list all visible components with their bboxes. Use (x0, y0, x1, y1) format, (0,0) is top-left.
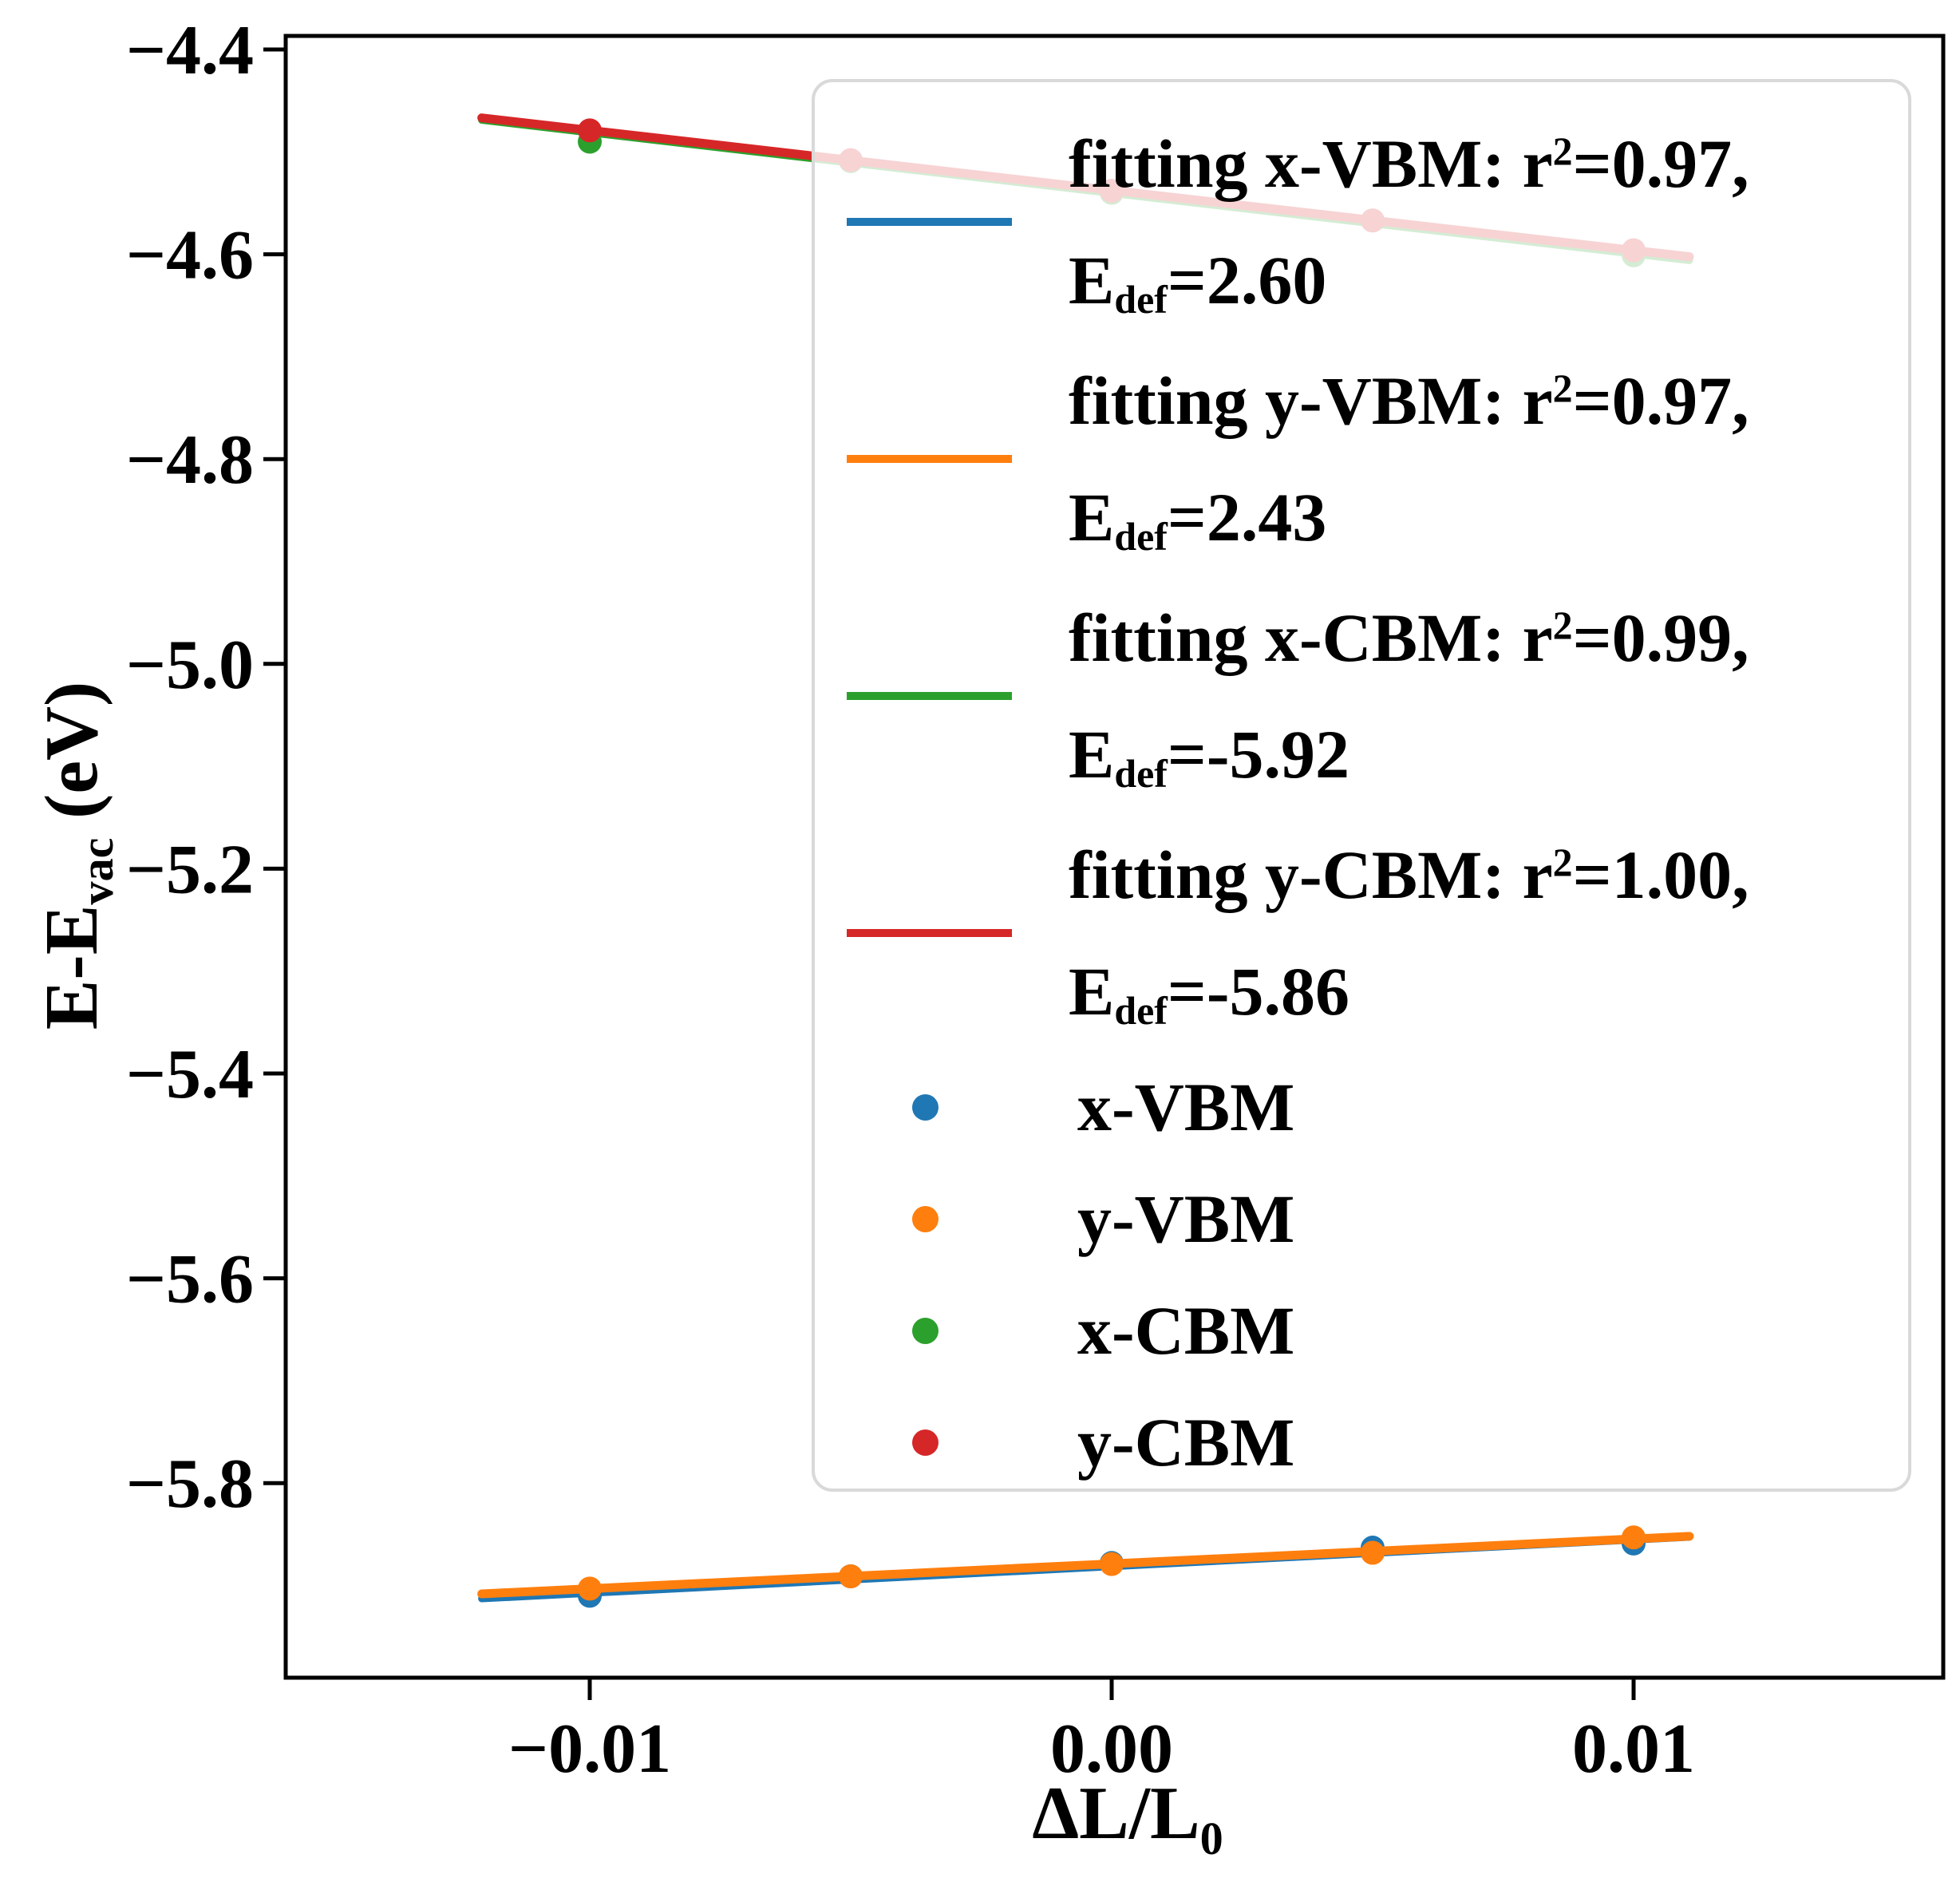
legend-entry-label: fitting x-CBM: r2=0.99, Edef=-5.92 (1069, 579, 1749, 813)
legend-entry-line2: Edef=2.43 (1069, 478, 1327, 559)
data-point-y-VBM (1360, 1540, 1385, 1565)
legend-marker-label: y-CBM (1077, 1404, 1295, 1481)
legend-entry-line1: fitting x-CBM: r2=0.99, (1069, 599, 1749, 676)
axes-spines (283, 34, 1946, 1680)
legend-entry-label: fitting y-VBM: r2=0.97, Edef=2.43 (1069, 342, 1749, 575)
legend-entry-label: fitting y-CBM: r2=1.00, Edef=-5.86 (1069, 816, 1749, 1050)
y-tick-label: −5.6 (126, 1241, 254, 1319)
x-axis-label: ΔL/L0 (1032, 1770, 1223, 1861)
y-axis-label-unit: (eV) (30, 681, 113, 838)
legend-marker-dot (912, 1429, 939, 1456)
data-point-y-VBM (578, 1576, 603, 1601)
y-axis-label-main: E-E (30, 904, 113, 1030)
y-tick-label: −4.6 (126, 217, 254, 295)
data-point-y-VBM (1100, 1552, 1124, 1576)
y-tick-label: −4.4 (126, 12, 254, 89)
legend-marker-dot (912, 1093, 939, 1121)
legend-entry-fitting-x-CBM: fitting x-CBM: r2=0.99, Edef=-5.92 (847, 577, 1892, 814)
legend-line-sample (847, 217, 1012, 226)
legend-line-sample (847, 928, 1012, 937)
legend-entry-line1: fitting y-CBM: r2=1.00, (1069, 836, 1749, 913)
y-tick-label: −5.2 (126, 831, 254, 908)
legend-entry-y-CBM: y-CBM (847, 1386, 1892, 1498)
legend-entry-fitting-y-CBM: fitting y-CBM: r2=1.00, Edef=-5.86 (847, 814, 1892, 1051)
data-point-y-VBM (839, 1564, 863, 1588)
legend-marker-label: x-VBM (1077, 1069, 1295, 1145)
legend-entry-line2: Edef=-5.92 (1069, 715, 1350, 796)
legend-entry-line1: fitting x-VBM: r2=0.97, (1069, 125, 1749, 202)
legend: fitting x-VBM: r2=0.97, Edef=2.60 fitting … (812, 79, 1911, 1492)
x-tick-label: 0.00 (1050, 1710, 1173, 1788)
y-tick-label: −5.0 (126, 627, 254, 704)
x-axis-label-main: ΔL/L (1032, 1772, 1200, 1855)
fit-line-y-VBM (477, 1532, 1694, 1599)
data-point-y-CBM (578, 118, 603, 143)
legend-marker-dot (912, 1205, 939, 1232)
legend-entry-x-VBM: x-VBM (847, 1051, 1892, 1163)
data-point-y-VBM (1621, 1525, 1646, 1550)
legend-marker-label: x-CBM (1077, 1292, 1295, 1369)
legend-line-sample (847, 454, 1012, 463)
y-tick-label: −5.8 (126, 1445, 254, 1523)
y-tick-label: −5.4 (126, 1036, 254, 1113)
legend-line-sample (847, 691, 1012, 700)
legend-entry-fitting-x-VBM: fitting x-VBM: r2=0.97, Edef=2.60 (847, 103, 1892, 340)
legend-entry-fitting-y-VBM: fitting y-VBM: r2=0.97, Edef=2.43 (847, 340, 1892, 577)
x-axis-label-sub: 0 (1199, 1812, 1223, 1864)
y-axis-label: E-Evac (eV) (29, 681, 123, 1030)
legend-entry-x-CBM: x-CBM (847, 1275, 1892, 1386)
x-tick-label: 0.01 (1572, 1710, 1695, 1788)
legend-entry-line1: fitting y-VBM: r2=0.97, (1069, 362, 1749, 439)
y-tick-label: −4.8 (126, 421, 254, 499)
legend-entry-line2: Edef=2.60 (1069, 241, 1327, 322)
legend-entry-label: fitting x-VBM: r2=0.97, Edef=2.60 (1069, 105, 1749, 338)
legend-marker-dot (912, 1317, 939, 1344)
x-tick-label: −0.01 (508, 1710, 671, 1788)
legend-entry-line2: Edef=-5.86 (1069, 952, 1350, 1033)
legend-entry-y-VBM: y-VBM (847, 1163, 1892, 1275)
legend-marker-label: y-VBM (1077, 1180, 1295, 1257)
y-axis-label-sub: vac (70, 837, 123, 905)
